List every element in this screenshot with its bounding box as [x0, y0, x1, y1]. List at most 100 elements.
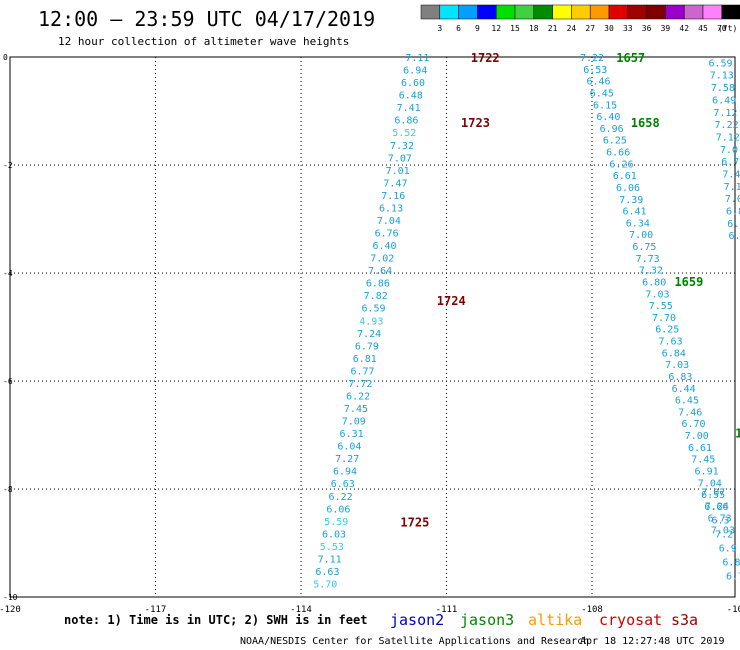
time-label: 17 [735, 426, 740, 440]
wave-height-value: 7.47 [383, 178, 407, 189]
time-label: 1724 [437, 294, 466, 308]
x-tick-label: -105 [727, 605, 740, 615]
wave-height-value: 6.73 [708, 514, 732, 525]
wave-height-value: 7.4 [722, 169, 740, 180]
wave-height-value: 7.01 [386, 166, 410, 177]
legend-swatch [608, 4, 629, 20]
y-tick-label: -10 [3, 593, 18, 602]
wave-height-value: 6.86 [366, 279, 390, 290]
track-cryosat: 7.116.946.606.487.416.865.527.327.077.01… [313, 51, 499, 591]
y-axis-labels: 0 -2 -4 -6 -8 -10 [3, 53, 18, 602]
plot-frame [9, 56, 736, 598]
wave-height-value: 6.60 [401, 78, 425, 89]
satellite-label-cryosat: cryosat [599, 611, 662, 629]
wave-height-value: 6.70 [681, 419, 705, 430]
satellite-label-altika: altika [528, 611, 582, 629]
time-label: 1659 [674, 275, 703, 289]
legend-swatch [721, 4, 740, 20]
map-title: 12:00 – 23:59 UTC 04/17/2019 [38, 7, 375, 31]
grid-lines [10, 57, 735, 597]
wave-height-value: 6.40 [372, 241, 396, 252]
legend-swatch [683, 4, 704, 20]
wave-height-value: 7.03 [645, 289, 669, 300]
wave-height-value: 6.45 [675, 396, 699, 407]
wave-height-value: 6.04 [337, 442, 361, 453]
wave-height-value: 7.00 [629, 230, 653, 241]
footer-credit: NOAA/NESDIS Center for Satellite Applica… [240, 636, 589, 647]
wave-height-value: 6.03 [322, 529, 346, 540]
wave-height-value: 6.34 [626, 218, 650, 229]
legend-swatch [702, 4, 723, 20]
wave-height-value: 6.8 [726, 207, 740, 218]
time-label: 1658 [631, 116, 660, 130]
wave-height-value: 7.07 [388, 153, 412, 164]
wave-height-value: 7.45 [691, 455, 715, 466]
wave-height-value: 7.24 [705, 502, 729, 513]
wave-height-value: 7.22 [580, 53, 604, 64]
x-tick-label: -117 [145, 605, 167, 615]
legend-label: 33 [623, 24, 633, 33]
wave-height-value: 6.25 [603, 136, 627, 147]
wave-height-value: 6.45 [590, 88, 614, 99]
wave-height-value: 6.59 [361, 304, 385, 315]
satellite-legend: jason2 jason3 altika cryosat s3a [390, 611, 698, 629]
wave-height-value: 6.44 [672, 384, 696, 395]
legend-label: 12 [491, 24, 501, 33]
wave-height-value: 7.16 [381, 191, 405, 202]
wave-height-value: 7.11 [405, 53, 429, 64]
legend-unit: (ft) [718, 24, 737, 33]
x-tick-label: -108 [581, 605, 603, 615]
wave-height-value: 7.72 [348, 379, 372, 390]
legend-label: 39 [661, 24, 671, 33]
wave-height-value: 6.31 [340, 429, 364, 440]
legend-label: 27 [585, 24, 595, 33]
color-legend: 3 6 9 12 15 18 21 24 27 30 33 36 39 42 45 70 [420, 4, 740, 33]
wave-height-value: 7.64 [368, 266, 392, 277]
footer-timestamp: Apr 18 12:27:48 UTC 2019 [580, 636, 725, 647]
legend-label: 18 [529, 24, 539, 33]
wave-height-value: 6.79 [355, 341, 379, 352]
wave-height-value: 6.06 [326, 504, 350, 515]
satellite-tracks: 7.116.946.606.487.416.865.527.327.077.01… [313, 51, 740, 591]
wave-height-value: 6.22 [329, 492, 353, 503]
y-tick-label: -6 [3, 377, 13, 386]
wave-height-value: 6.66 [606, 148, 630, 159]
wave-height-value: 6.86 [394, 116, 418, 127]
wave-height-value: 6.63 [331, 479, 355, 490]
wave-height-value: 7.1 [724, 182, 740, 193]
legend-swatch [589, 4, 610, 20]
wave-height-value: 7.04 [698, 478, 722, 489]
satellite-label-jason2: jason2 [390, 611, 444, 629]
wave-height-value: 7.02 [370, 254, 394, 265]
wave-height-value: 6.81 [353, 354, 377, 365]
y-tick-label: -8 [3, 485, 13, 494]
legend-swatch [495, 4, 516, 20]
time-label: 1722 [471, 51, 500, 65]
wave-height-value: 6.06 [616, 183, 640, 194]
wave-height-value: 6.77 [351, 366, 375, 377]
wave-height-value: 4.93 [359, 316, 383, 327]
wave-height-value: 6.3 [711, 516, 729, 527]
wave-height-value: 7.55 [649, 301, 673, 312]
track-jason3: 7.226.536.466.456.156.406.966.256.666.26… [580, 51, 735, 537]
wave-height-value: 7.41 [397, 103, 421, 114]
footer-note: note: 1) Time is in UTC; 2) SWH is in fe… [64, 613, 367, 627]
legend-label: 15 [510, 24, 520, 33]
wave-height-value: 6.26 [609, 159, 633, 170]
legend-label: 30 [604, 24, 614, 33]
wave-height-value: 7.2 [715, 530, 733, 541]
legend-label: 3 [437, 24, 442, 33]
wave-height-value: 7.73 [636, 254, 660, 265]
legend-label: 6 [456, 24, 461, 33]
wave-height-value: 6.66 [704, 502, 728, 513]
wave-height-value: 7.12 [716, 132, 740, 143]
wave-height-value: 6.76 [375, 229, 399, 240]
wave-height-value: 6.7 [726, 571, 740, 582]
track-edge: 6.597.137.586.497.127.227.127.06.77.47.1… [708, 58, 740, 242]
wave-height-value: 7.0 [720, 145, 738, 156]
wave-height-value: 6.83 [668, 372, 692, 383]
wave-height-value: 6.49 [712, 95, 736, 106]
x-axis-labels: -120 -117 -114 -111 -108 -105 [0, 605, 740, 615]
legend-label: 24 [567, 24, 577, 33]
wave-height-value: 6.15 [593, 100, 617, 111]
